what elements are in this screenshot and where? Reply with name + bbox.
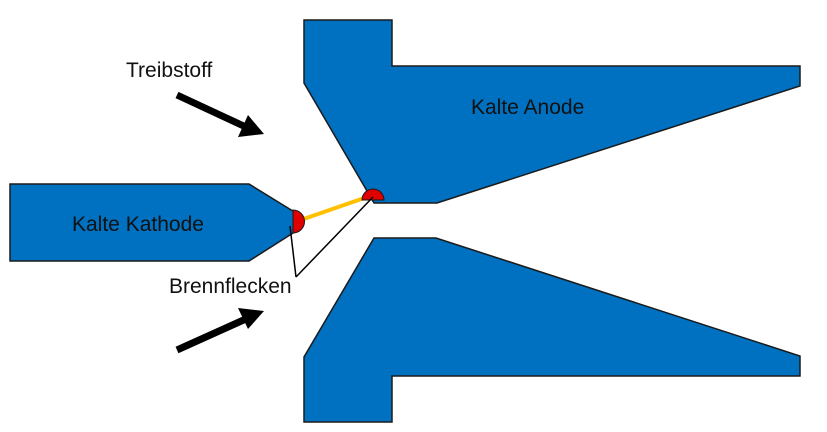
propellant-arrow-upper-icon [175, 91, 264, 137]
arc-line [293, 194, 372, 224]
anode-upper [303, 19, 801, 204]
anode-lower [303, 237, 801, 423]
hot-spot-pointer-anode [295, 196, 374, 278]
hot-spots-label: Brennflecken [169, 275, 292, 298]
propellant-label: Treibstoff [126, 59, 213, 82]
anode-label: Kalte Anode [471, 96, 584, 119]
hot-spot-pointer-cathode [289, 225, 297, 278]
cathode-label: Kalte Kathode [72, 213, 204, 236]
propellant-arrow-lower-icon [175, 308, 264, 354]
anode-hot-spot-icon [361, 188, 385, 201]
cathode-hot-spot-icon [292, 209, 305, 234]
